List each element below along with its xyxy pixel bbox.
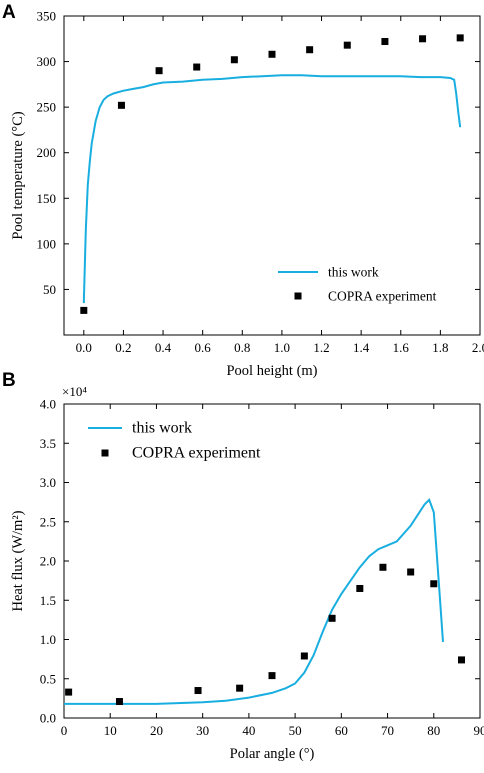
data-point-b <box>301 652 308 659</box>
y-axis-title-b: Heat flux (W/m²) <box>10 510 26 611</box>
y-tick-label-b: 3.0 <box>40 475 56 490</box>
y-multiplier-label-b: ×10⁴ <box>62 384 87 399</box>
y-tick-label-a: 300 <box>37 54 57 69</box>
x-tick-label-b: 20 <box>150 723 163 738</box>
x-tick-label-b: 50 <box>289 723 302 738</box>
legend-label-a: this work <box>328 265 379 280</box>
data-point-a <box>381 38 388 45</box>
x-tick-label-a: 1.0 <box>274 340 290 355</box>
data-point-b <box>407 568 414 575</box>
data-point-b <box>356 585 363 592</box>
x-tick-label-b: 30 <box>196 723 209 738</box>
x-tick-label-a: 0.2 <box>115 340 131 355</box>
series-line-a <box>84 75 460 303</box>
x-tick-label-a: 1.6 <box>393 340 410 355</box>
y-tick-label-a: 350 <box>37 9 57 24</box>
data-point-a <box>306 46 313 53</box>
chart-b: 0 10 20 30 40 50 60 70 80 90 0.0 0.5 1.0 1.5 2.0 2.5 3.0… <box>10 384 484 762</box>
x-tick-label-a: 2.0 <box>472 340 484 355</box>
x-tick-label-a: 0.4 <box>155 340 172 355</box>
x-tick-label-b: 90 <box>474 723 484 738</box>
x-tick-label-b: 10 <box>104 723 117 738</box>
x-tick-label-b: 80 <box>427 723 440 738</box>
data-point-a <box>457 34 464 41</box>
x-axis-title-b: Polar angle (°) <box>230 746 315 762</box>
legend-marker-swatch-b <box>102 450 109 457</box>
y-tick-label-b: 0.5 <box>40 671 56 686</box>
x-tick-label-b: 70 <box>381 723 394 738</box>
y-tick-label-b: 1.5 <box>40 593 56 608</box>
x-tick-label-a: 0.0 <box>76 340 92 355</box>
y-tick-label-a: 150 <box>37 191 57 206</box>
data-point-b <box>329 615 336 622</box>
plot-frame-a <box>64 16 480 335</box>
data-point-b <box>269 672 276 679</box>
y-tick-label-a: 100 <box>37 236 57 251</box>
series-line-b <box>64 500 443 704</box>
data-point-a <box>118 102 125 109</box>
legend-label-b: COPRA experiment <box>132 445 261 462</box>
data-point-b <box>116 698 123 705</box>
panel-letter-b: B <box>2 370 16 391</box>
x-tick-label-a: 0.6 <box>195 340 212 355</box>
data-point-b <box>65 689 72 696</box>
chart-a: 0.0 0.2 0.4 0.6 0.8 1.0 1.2 1.4 1.6 1.8 2.0 50 100 15… <box>10 9 484 380</box>
plot-frame-b <box>64 404 480 718</box>
data-point-a <box>344 42 351 49</box>
x-tick-label-a: 1.4 <box>353 340 370 355</box>
y-tick-label-b: 1.0 <box>40 632 56 647</box>
y-tick-label-b: 0.0 <box>40 711 56 726</box>
legend-label-a: COPRA experiment <box>328 289 437 304</box>
data-point-b <box>236 685 243 692</box>
y-tick-label-a: 200 <box>37 145 57 160</box>
data-point-b <box>195 687 202 694</box>
y-axis-title-a: Pool temperature (°C) <box>10 111 26 239</box>
data-point-a <box>80 307 87 314</box>
x-tick-label-a: 1.2 <box>313 340 329 355</box>
x-tick-label-b: 60 <box>335 723 348 738</box>
y-tick-label-b: 3.5 <box>40 436 56 451</box>
data-point-a <box>156 67 163 74</box>
x-tick-label-b: 40 <box>242 723 255 738</box>
x-tick-label-b: 0 <box>61 723 68 738</box>
x-axis-title-a: Pool height (m) <box>226 363 317 379</box>
data-point-a <box>193 64 200 71</box>
panel-letter-a: A <box>2 2 16 23</box>
legend-label-b: this work <box>132 420 192 437</box>
y-tick-label-a: 250 <box>37 100 57 115</box>
legend-marker-swatch-a <box>295 293 302 300</box>
x-tick-label-a: 1.8 <box>432 340 448 355</box>
y-tick-label-b: 2.5 <box>40 514 56 529</box>
y-tick-label-b: 4.0 <box>40 397 56 412</box>
data-point-b <box>458 656 465 663</box>
y-tick-label-b: 2.0 <box>40 554 56 569</box>
data-point-a <box>231 56 238 63</box>
data-point-b <box>430 580 437 587</box>
data-point-a <box>269 51 276 58</box>
data-point-b <box>379 564 386 571</box>
data-point-a <box>419 35 426 42</box>
x-tick-label-a: 0.8 <box>234 340 250 355</box>
y-tick-label-a: 50 <box>43 282 56 297</box>
